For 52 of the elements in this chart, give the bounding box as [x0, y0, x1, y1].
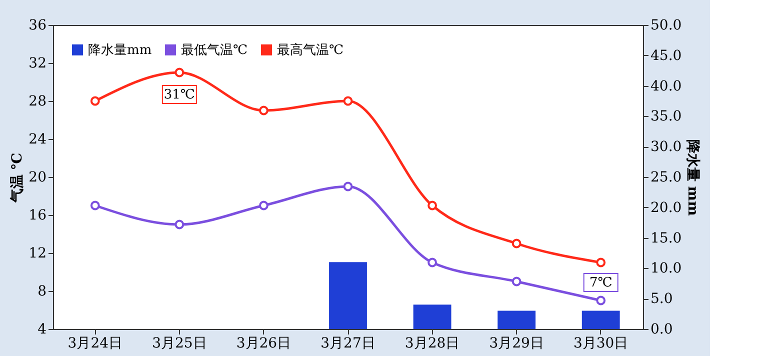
- y-axis-title: 气温 ℃: [10, 152, 26, 204]
- point: [343, 182, 353, 192]
- x-tick-label: 3月30日: [573, 336, 628, 352]
- legend-label: 最低气温℃: [181, 42, 248, 58]
- y2-tick-label: 15.0: [650, 230, 682, 246]
- point: [596, 258, 606, 268]
- point: [512, 276, 522, 286]
- x-tick-label: 3月25日: [152, 336, 207, 352]
- y-tick-label: 32: [28, 56, 46, 72]
- y2-tick-label: 10.0: [650, 260, 682, 277]
- point: [512, 238, 522, 248]
- annotation: 31℃: [164, 88, 195, 102]
- y2-tick-label: 25.0: [650, 170, 682, 186]
- y2-tick-label: 50.0: [650, 18, 682, 34]
- y-tick-label: 36: [28, 18, 47, 34]
- point: [174, 68, 184, 78]
- legend-label: 降水量mm: [88, 42, 152, 58]
- y-tick-label: 16: [28, 208, 47, 224]
- x-tick-label: 3月28日: [404, 336, 460, 352]
- y-tick-label: 4: [38, 322, 47, 338]
- y-tick-label: 20: [28, 170, 46, 186]
- bar: [498, 310, 536, 329]
- legend-label: 最高气温℃: [277, 42, 344, 58]
- point: [596, 296, 606, 306]
- y2-tick-label: 20.0: [650, 200, 682, 216]
- point: [174, 220, 184, 230]
- y-tick-label: 12: [28, 246, 46, 262]
- y2-tick-label: 40.0: [650, 78, 682, 94]
- y-tick-label: 28: [28, 94, 46, 110]
- y2-tick-label: 30.0: [650, 139, 682, 156]
- y2-tick-label: 0.0: [650, 322, 673, 338]
- bar: [413, 304, 452, 329]
- point: [90, 200, 100, 210]
- y2-axis-title: 降水量 mm: [684, 139, 701, 216]
- point: [90, 96, 100, 106]
- y-tick-label: 8: [38, 284, 46, 300]
- point: [428, 200, 437, 210]
- y2-tick-label: 45.0: [650, 48, 682, 64]
- x-tick-label: 3月27日: [320, 336, 376, 352]
- bar: [329, 262, 367, 329]
- point: [259, 106, 268, 116]
- bar: [582, 310, 620, 329]
- point: [428, 258, 437, 268]
- y-tick-label: 24: [28, 132, 47, 148]
- point: [343, 96, 353, 106]
- x-tick-label: 3月26日: [236, 336, 292, 352]
- x-tick-label: 3月29日: [489, 336, 544, 352]
- y2-tick-label: 35.0: [650, 108, 682, 125]
- annotation: 7℃: [589, 276, 612, 290]
- x-tick-label: 3月24日: [68, 336, 123, 352]
- point: [259, 200, 268, 210]
- y2-tick-label: 5.0: [650, 291, 673, 308]
